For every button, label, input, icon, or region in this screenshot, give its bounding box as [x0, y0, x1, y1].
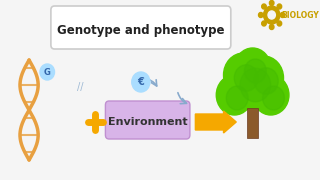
Circle shape	[262, 21, 266, 26]
Circle shape	[269, 1, 274, 6]
FancyBboxPatch shape	[51, 6, 231, 49]
Circle shape	[268, 11, 276, 19]
Circle shape	[132, 72, 150, 92]
Circle shape	[277, 21, 282, 26]
Circle shape	[259, 12, 263, 17]
Circle shape	[240, 68, 271, 102]
FancyBboxPatch shape	[105, 101, 190, 139]
Text: BIOLOGY: BIOLOGY	[281, 10, 318, 19]
Circle shape	[280, 12, 285, 17]
Circle shape	[263, 6, 280, 24]
Circle shape	[216, 75, 252, 115]
Circle shape	[262, 4, 266, 9]
Circle shape	[244, 56, 284, 100]
Circle shape	[224, 53, 263, 97]
Circle shape	[234, 65, 258, 91]
Text: Environment: Environment	[108, 117, 188, 127]
Text: //: //	[77, 82, 83, 92]
Circle shape	[40, 64, 54, 80]
Circle shape	[263, 86, 284, 110]
Circle shape	[227, 54, 278, 110]
Circle shape	[252, 75, 289, 115]
Circle shape	[254, 68, 278, 94]
Text: Genotype and phenotype: Genotype and phenotype	[57, 24, 225, 37]
Circle shape	[277, 4, 282, 9]
Text: G: G	[44, 68, 51, 76]
FancyBboxPatch shape	[247, 108, 258, 138]
Circle shape	[235, 48, 271, 88]
Circle shape	[244, 59, 266, 83]
FancyArrow shape	[196, 111, 236, 133]
Circle shape	[269, 24, 274, 30]
Text: €: €	[138, 77, 144, 87]
Circle shape	[226, 86, 248, 110]
